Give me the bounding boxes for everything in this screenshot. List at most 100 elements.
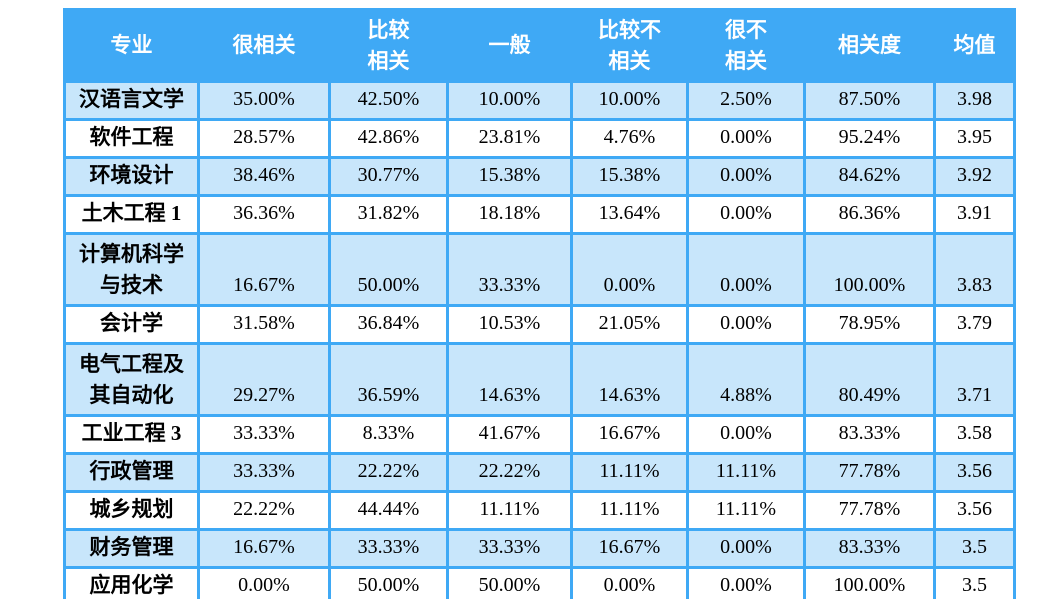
major-cell: 环境设计 (63, 156, 200, 197)
value-cell: 18.18% (446, 194, 573, 235)
value-cell: 11.11% (686, 490, 806, 531)
value-cell: 22.22% (197, 490, 331, 531)
major-cell: 财务管理 (63, 528, 200, 569)
mean-cell: 3.95 (933, 118, 1016, 159)
col-header-label: 专业 (110, 34, 153, 57)
value-cell: 100.00% (803, 232, 936, 307)
value-cell: 23.81% (446, 118, 573, 159)
mean-cell: 3.5 (933, 528, 1016, 569)
col-header-label: 相关度 (838, 34, 901, 57)
value-cell: 83.33% (803, 414, 936, 455)
value-cell: 0.00% (686, 566, 806, 599)
value-cell: 29.27% (197, 342, 331, 417)
major-cell: 工业工程 3 (63, 414, 200, 455)
col-header-relevance: 相关度 (803, 8, 936, 83)
value-cell: 33.33% (197, 414, 331, 455)
col-header-label-line2: 相关 (725, 49, 767, 73)
value-cell: 42.50% (328, 80, 449, 121)
mean-cell: 3.71 (933, 342, 1016, 417)
table-row: 土木工程 1 36.36% 31.82% 18.18% 13.64% 0.00%… (63, 194, 1016, 235)
col-header-label-line1: 比较 (367, 18, 410, 42)
col-header-label-line1: 很不 (725, 18, 767, 42)
value-cell: 4.76% (570, 118, 689, 159)
col-header-label-line2: 相关 (608, 49, 651, 73)
major-cell: 行政管理 (63, 452, 200, 493)
col-header-fairly-relevant: 比较 相关 (328, 8, 449, 83)
table-row: 电气工程及其自动化 29.27% 36.59% 14.63% 14.63% 4.… (63, 342, 1016, 417)
header-row: 专业 很相关 比较相关 一般 比较不相关 很不相关 相关度 均值 (63, 8, 1016, 83)
table-row: 城乡规划 22.22% 44.44% 11.11% 11.11% 11.11% … (63, 490, 1016, 531)
value-cell: 87.50% (803, 80, 936, 121)
value-cell: 31.82% (328, 194, 449, 235)
value-cell: 16.67% (197, 528, 331, 569)
value-cell: 100.00% (803, 566, 936, 599)
value-cell: 4.88% (686, 342, 806, 417)
value-cell: 36.84% (328, 304, 449, 345)
mean-cell: 3.91 (933, 194, 1016, 235)
mean-cell: 3.56 (933, 490, 1016, 531)
value-cell: 80.49% (803, 342, 936, 417)
value-cell: 78.95% (803, 304, 936, 345)
col-header-label-line1: 比较不 (598, 18, 661, 42)
table-row: 行政管理 33.33% 22.22% 22.22% 11.11% 11.11% … (63, 452, 1016, 493)
value-cell: 83.33% (803, 528, 936, 569)
value-cell: 15.38% (570, 156, 689, 197)
mean-cell: 3.98 (933, 80, 1016, 121)
table-row: 汉语言文学 35.00% 42.50% 10.00% 10.00% 2.50% … (63, 80, 1016, 121)
col-header-label: 很相关 (232, 34, 296, 57)
col-header-label: 均值 (953, 34, 996, 57)
major-cell: 城乡规划 (63, 490, 200, 531)
value-cell: 95.24% (803, 118, 936, 159)
col-header-fairly-irrelevant: 比较不 相关 (570, 8, 689, 83)
mean-cell: 3.92 (933, 156, 1016, 197)
value-cell: 50.00% (328, 566, 449, 599)
col-header-major: 专业 (63, 8, 200, 83)
value-cell: 16.67% (197, 232, 331, 307)
value-cell: 22.22% (328, 452, 449, 493)
value-cell: 36.36% (197, 194, 331, 235)
value-cell: 77.78% (803, 490, 936, 531)
value-cell: 50.00% (328, 232, 449, 307)
value-cell: 41.67% (446, 414, 573, 455)
value-cell: 31.58% (197, 304, 331, 345)
table-row: 财务管理 16.67% 33.33% 33.33% 16.67% 0.00% 8… (63, 528, 1016, 569)
value-cell: 33.33% (446, 232, 573, 307)
major-cell: 会计学 (63, 304, 200, 345)
value-cell: 0.00% (686, 194, 806, 235)
value-cell: 77.78% (803, 452, 936, 493)
major-cell: 土木工程 1 (63, 194, 200, 235)
table-row: 软件工程 28.57% 42.86% 23.81% 4.76% 0.00% 95… (63, 118, 1016, 159)
value-cell: 14.63% (446, 342, 573, 417)
value-cell: 0.00% (686, 304, 806, 345)
value-cell: 11.11% (446, 490, 573, 531)
value-cell: 0.00% (686, 528, 806, 569)
value-cell: 22.22% (446, 452, 573, 493)
col-header-mean: 均值 (933, 8, 1016, 83)
value-cell: 0.00% (570, 232, 689, 307)
value-cell: 10.00% (446, 80, 573, 121)
major-cell: 应用化学 (63, 566, 200, 599)
value-cell: 38.46% (197, 156, 331, 197)
value-cell: 84.62% (803, 156, 936, 197)
major-cell: 软件工程 (63, 118, 200, 159)
value-cell: 0.00% (197, 566, 331, 599)
table-row: 会计学 31.58% 36.84% 10.53% 21.05% 0.00% 78… (63, 304, 1016, 345)
value-cell: 0.00% (570, 566, 689, 599)
mean-cell: 3.79 (933, 304, 1016, 345)
value-cell: 15.38% (446, 156, 573, 197)
value-cell: 2.50% (686, 80, 806, 121)
value-cell: 33.33% (328, 528, 449, 569)
value-cell: 35.00% (197, 80, 331, 121)
col-header-label-line2: 相关 (367, 49, 410, 73)
col-header-label: 一般 (488, 34, 531, 57)
value-cell: 8.33% (328, 414, 449, 455)
mean-cell: 3.58 (933, 414, 1016, 455)
major-cell: 计算机科学与技术 (63, 232, 200, 307)
value-cell: 86.36% (803, 194, 936, 235)
value-cell: 33.33% (446, 528, 573, 569)
value-cell: 0.00% (686, 414, 806, 455)
mean-cell: 3.83 (933, 232, 1016, 307)
col-header-neutral: 一般 (446, 8, 573, 83)
value-cell: 0.00% (686, 156, 806, 197)
